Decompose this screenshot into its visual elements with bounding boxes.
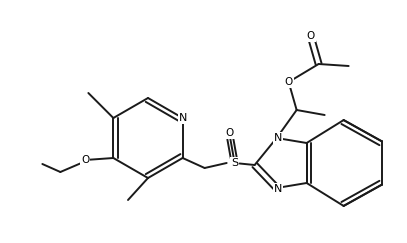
Text: O: O [306,31,315,41]
Text: O: O [225,128,234,138]
Text: S: S [231,158,238,168]
Text: O: O [81,155,90,165]
Text: N: N [178,113,187,123]
Text: N: N [274,133,282,143]
Text: N: N [274,184,282,194]
Text: O: O [284,77,293,87]
